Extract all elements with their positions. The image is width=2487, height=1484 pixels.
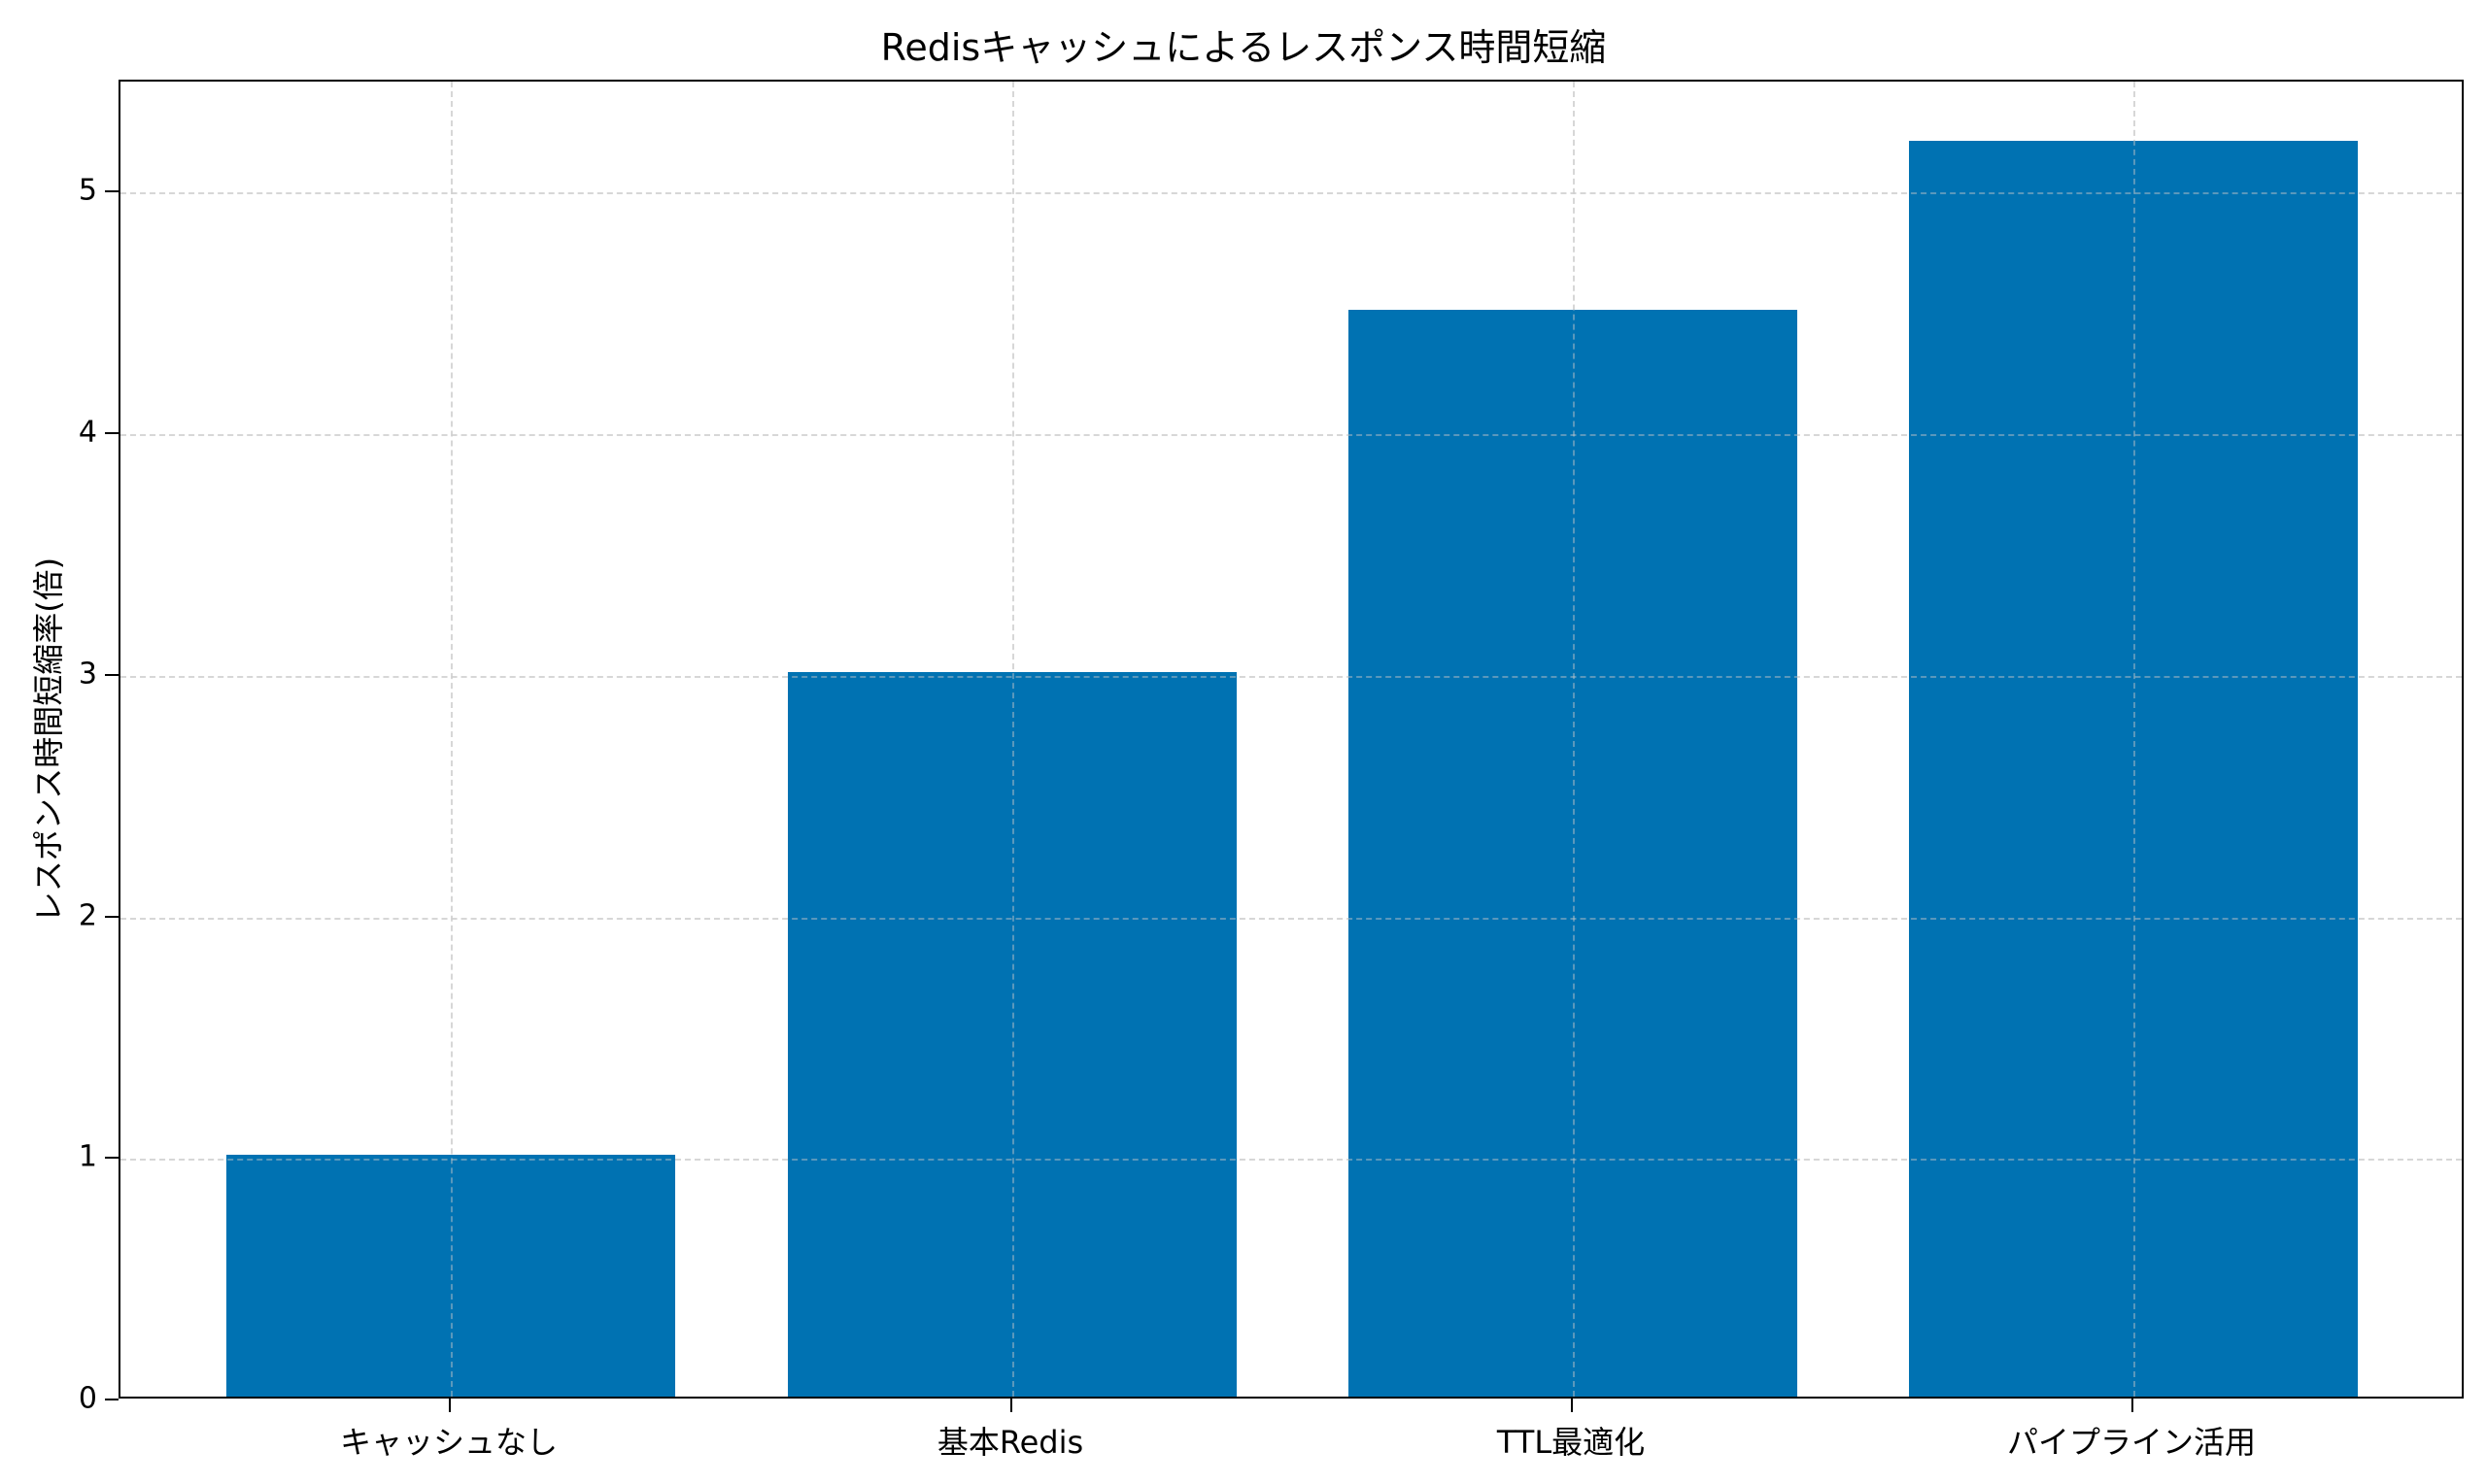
y-tick <box>105 673 119 676</box>
grid-line-vertical-overlay <box>451 82 453 1397</box>
grid-line-horizontal-overlay <box>120 675 2462 678</box>
y-tick <box>105 190 119 193</box>
bar-3 <box>1909 140 2358 1397</box>
x-tick-label: 基本Redis <box>937 1424 1084 1461</box>
y-tick <box>105 1157 119 1160</box>
grid-line-horizontal <box>120 917 2462 920</box>
y-tick-label: 3 <box>78 657 97 691</box>
grid-line-vertical <box>451 82 453 1397</box>
grid-line-horizontal-overlay <box>120 192 2462 195</box>
x-tick-label: キャッシュなし <box>339 1424 558 1461</box>
grid-line-horizontal-overlay <box>120 1159 2462 1162</box>
y-tick-label: 5 <box>78 173 97 208</box>
chart-title: Redisキャッシュによるレスポンス時間短縮 <box>880 26 1607 69</box>
x-tick <box>1010 1399 1012 1412</box>
x-tick <box>449 1399 451 1412</box>
y-tick <box>105 915 119 918</box>
x-tick-label: TTL最適化 <box>1496 1424 1646 1461</box>
x-tick-label: パイプライン活用 <box>2006 1424 2256 1461</box>
grid-line-horizontal-overlay <box>120 434 2462 437</box>
grid-line-horizontal <box>120 434 2462 437</box>
bar-1 <box>788 671 1237 1397</box>
x-tick <box>1571 1399 1573 1412</box>
y-tick-label: 0 <box>78 1381 97 1416</box>
grid-line-horizontal <box>120 1159 2462 1162</box>
grid-line-vertical-overlay <box>1012 82 1014 1397</box>
plot-area <box>119 80 2464 1399</box>
grid-line-vertical-overlay <box>2133 82 2135 1397</box>
y-axis-label: レスポンス時間短縮率(倍) <box>30 556 67 924</box>
bar-2 <box>1348 309 1797 1397</box>
grid-line-horizontal <box>120 192 2462 195</box>
grid-line-horizontal <box>120 675 2462 678</box>
bar-0 <box>226 1155 675 1397</box>
y-tick-label: 2 <box>78 898 97 933</box>
grid-line-vertical-overlay <box>1573 82 1575 1397</box>
y-tick-label: 1 <box>78 1139 97 1174</box>
grid-line-horizontal-overlay <box>120 917 2462 920</box>
y-tick <box>105 432 119 435</box>
y-tick-label: 4 <box>78 415 97 450</box>
x-tick <box>2131 1399 2133 1412</box>
y-tick <box>105 1399 119 1400</box>
